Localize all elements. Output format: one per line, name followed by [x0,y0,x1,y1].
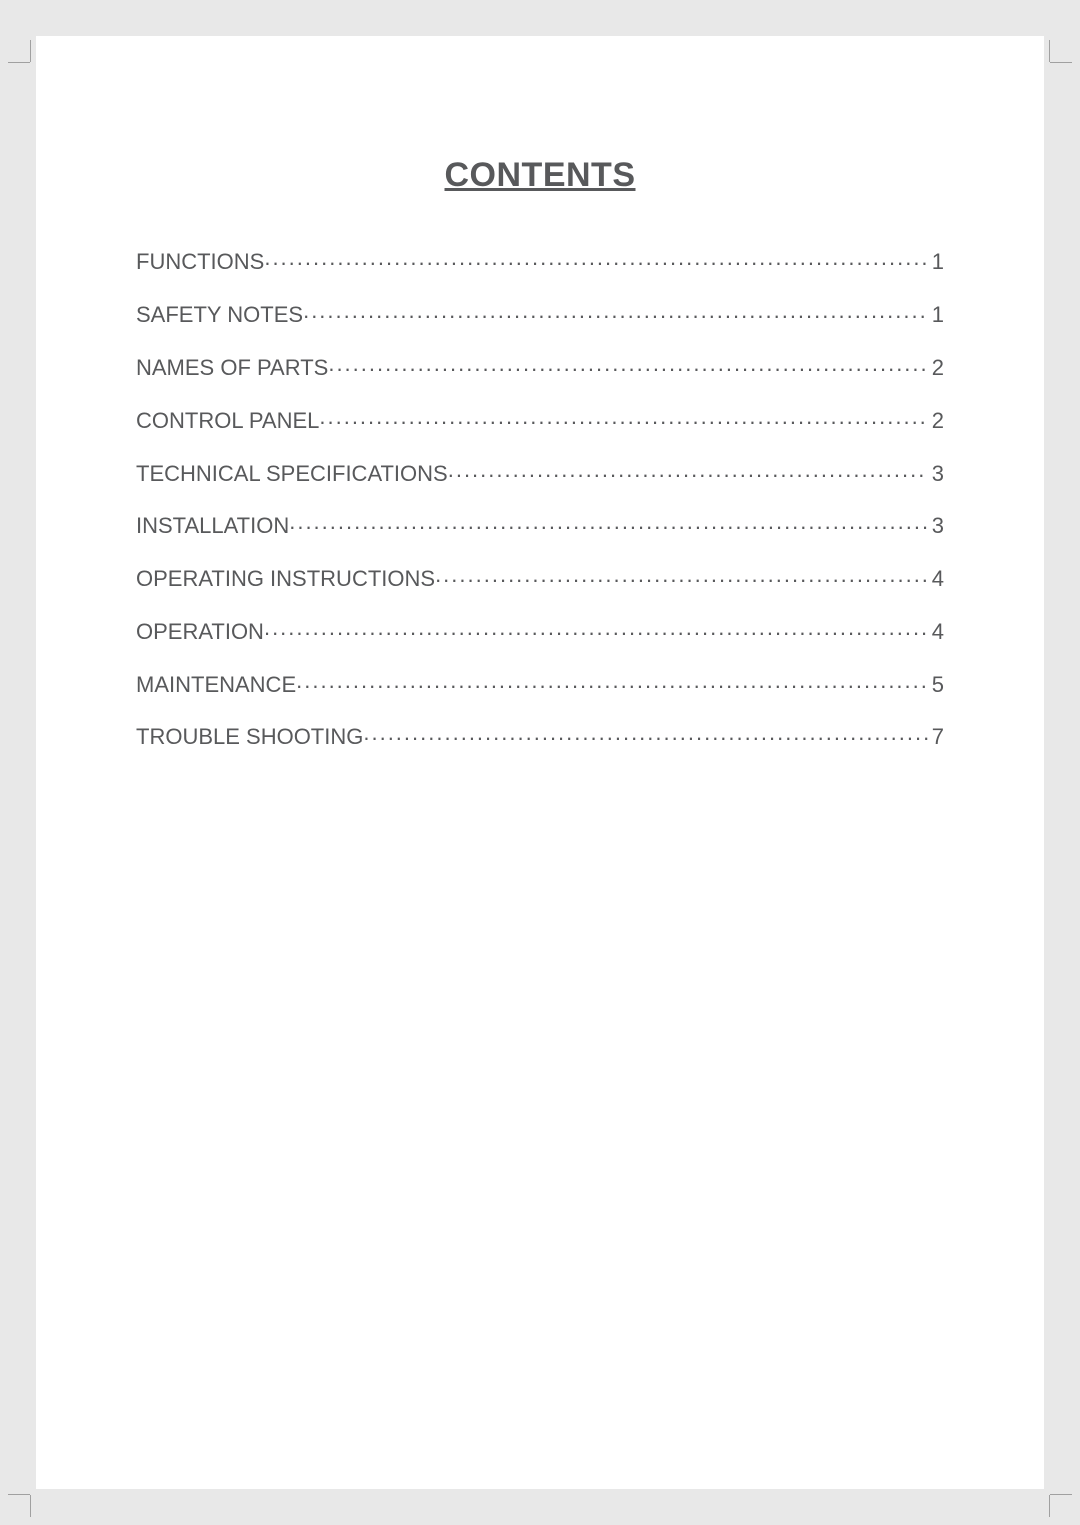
toc-entry: OPERATING INSTRUCTIONS 4 [136,560,944,593]
toc-label: TROUBLE SHOOTING [136,724,363,750]
toc-entry: FUNCTIONS 1 [136,243,944,276]
document-page: CONTENTS FUNCTIONS 1 SAFETY NOTES 1 NAME… [36,36,1044,1489]
toc-entry: MAINTENANCE 5 [136,665,944,698]
toc-page-number: 5 [928,672,944,698]
toc-label: MAINTENANCE [136,672,296,698]
toc-entry: TECHNICAL SPECIFICATIONS 3 [136,454,944,487]
toc-entry: OPERATION 4 [136,612,944,645]
toc-page-number: 7 [928,724,944,750]
toc-label: SAFETY NOTES [136,302,303,328]
page-title: CONTENTS [136,156,944,195]
toc-leader [363,718,927,744]
toc-page-number: 4 [928,566,944,592]
toc-page-number: 2 [928,408,944,434]
toc-leader [264,612,928,638]
toc-label: OPERATING INSTRUCTIONS [136,566,435,592]
toc-entry: NAMES OF PARTS 2 [136,349,944,382]
toc-leader [448,454,928,480]
toc-label: CONTROL PANEL [136,408,319,434]
table-of-contents: FUNCTIONS 1 SAFETY NOTES 1 NAMES OF PART… [136,243,944,751]
toc-entry: INSTALLATION 3 [136,507,944,540]
toc-page-number: 1 [928,302,944,328]
toc-leader [328,349,927,375]
toc-label: NAMES OF PARTS [136,355,328,381]
toc-page-number: 3 [928,513,944,539]
toc-page-number: 2 [928,355,944,381]
toc-leader [303,296,928,322]
toc-page-number: 1 [928,249,944,275]
toc-label: FUNCTIONS [136,249,264,275]
toc-page-number: 3 [928,461,944,487]
toc-leader [319,401,927,427]
toc-label: INSTALLATION [136,513,289,539]
toc-leader [289,507,928,533]
toc-entry: SAFETY NOTES 1 [136,296,944,329]
toc-entry: CONTROL PANEL 2 [136,401,944,434]
toc-label: OPERATION [136,619,264,645]
toc-label: TECHNICAL SPECIFICATIONS [136,461,448,487]
toc-leader [264,243,927,269]
toc-entry: TROUBLE SHOOTING 7 [136,718,944,751]
toc-leader [296,665,928,691]
toc-page-number: 4 [928,619,944,645]
toc-leader [435,560,928,586]
